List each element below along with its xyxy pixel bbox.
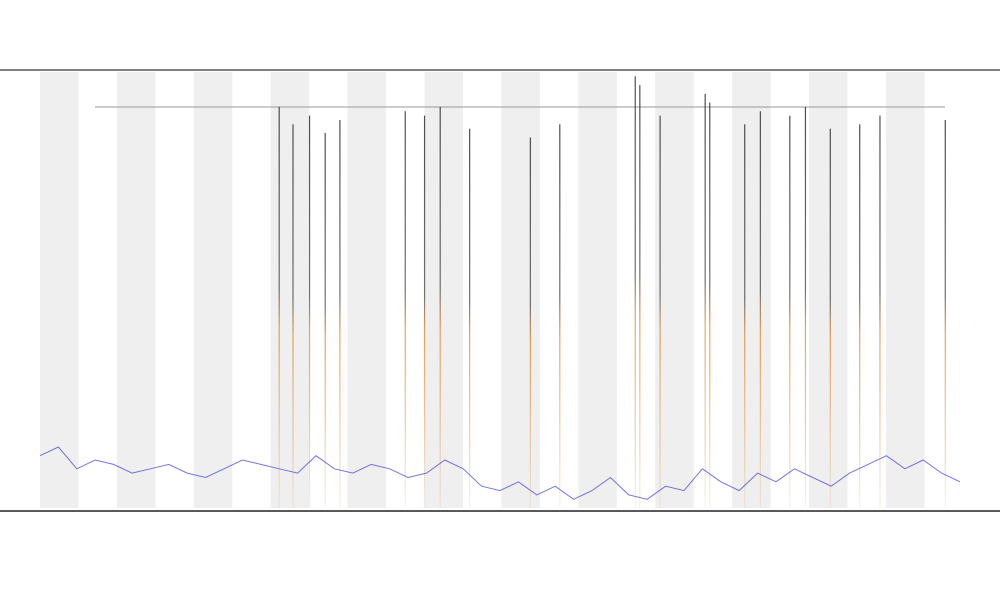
band	[655, 72, 694, 508]
band	[193, 72, 233, 508]
event-spike	[339, 119, 341, 509]
event-spike	[423, 115, 426, 508]
event-spike	[704, 93, 706, 509]
band	[885, 72, 925, 508]
event-spike	[829, 128, 831, 508]
event-spike	[308, 115, 311, 508]
event-spike	[559, 124, 561, 508]
event-spike	[659, 115, 661, 508]
event-spike	[469, 128, 471, 508]
event-spike	[634, 76, 636, 509]
band	[116, 72, 156, 508]
event-spike	[859, 124, 861, 508]
band	[501, 72, 540, 508]
event-spike	[789, 115, 791, 508]
band	[732, 72, 771, 508]
event-spike	[944, 119, 946, 509]
event-spike	[439, 106, 441, 508]
event-spike	[759, 111, 761, 509]
band	[347, 72, 387, 508]
event-spike	[404, 111, 406, 509]
event-spike	[709, 102, 711, 509]
event-spike	[278, 106, 280, 508]
band	[40, 72, 79, 508]
band	[578, 72, 617, 508]
band	[424, 72, 463, 508]
shaded-bands	[40, 72, 925, 508]
event-spike	[879, 115, 881, 508]
event-spike	[639, 85, 641, 508]
event-spike	[292, 124, 294, 508]
event-spike	[744, 124, 746, 508]
event-spike	[804, 106, 807, 508]
line-series	[39, 446, 961, 500]
event-spike	[529, 137, 531, 508]
band	[270, 72, 310, 508]
band	[809, 72, 848, 508]
event-spike	[324, 133, 326, 509]
